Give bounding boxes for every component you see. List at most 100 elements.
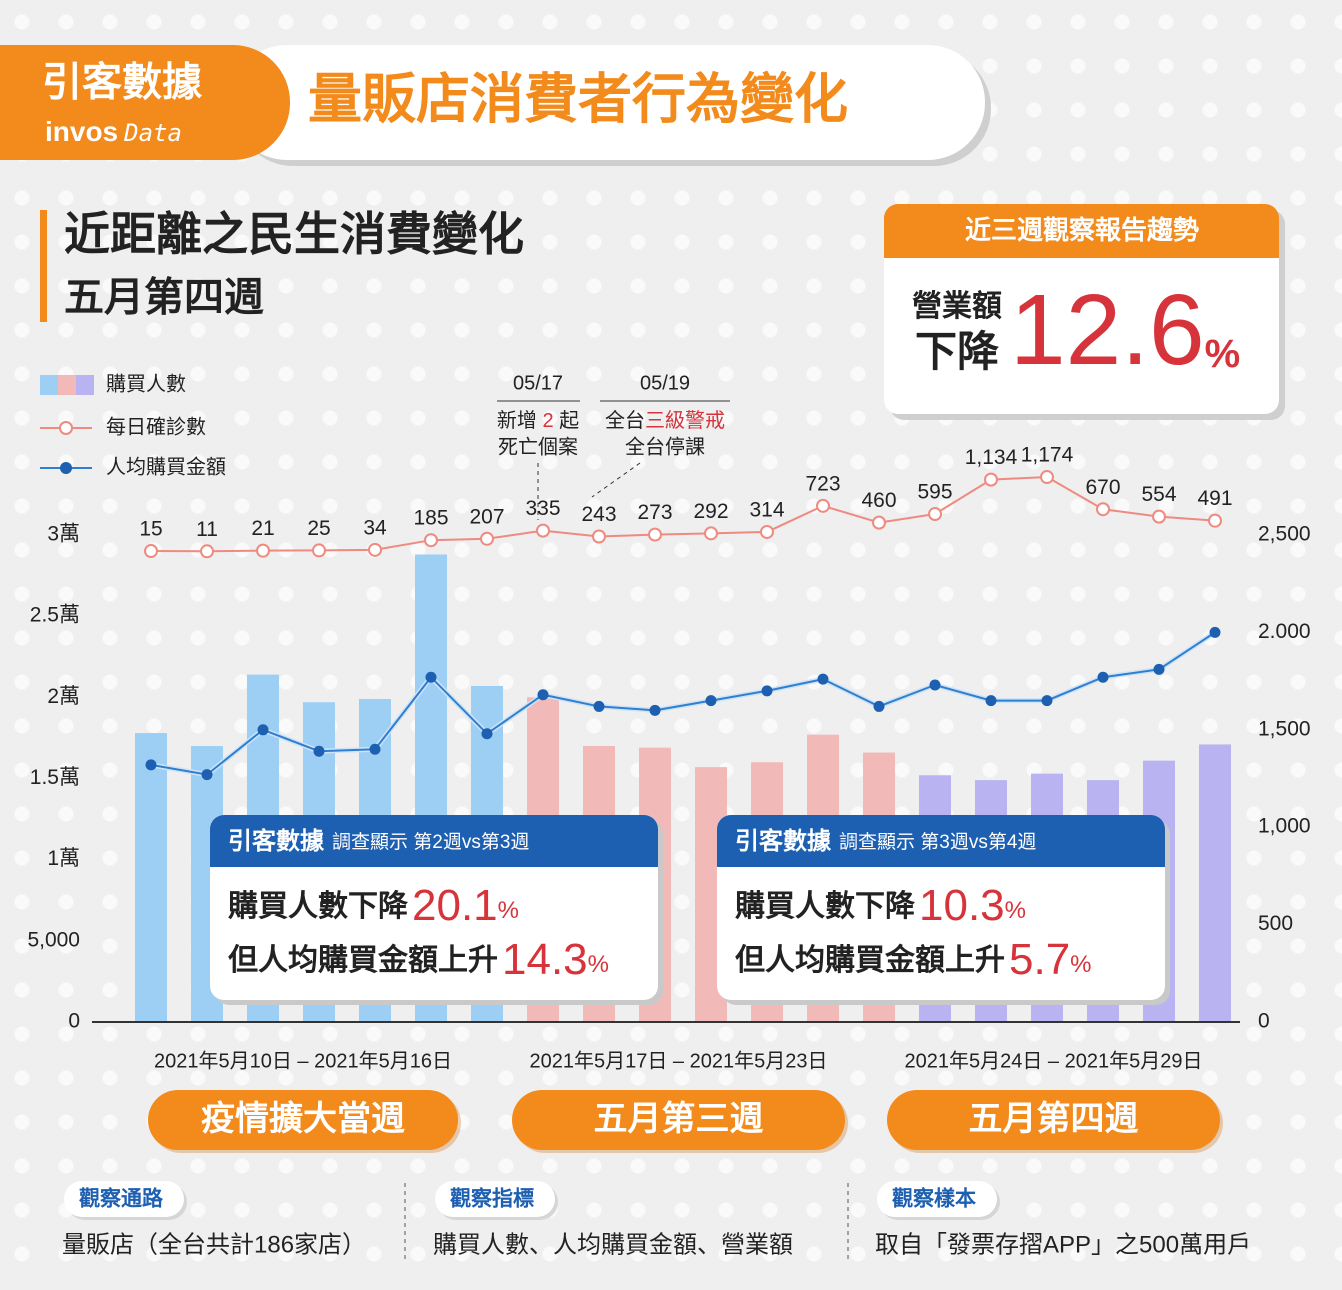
y-tick-label: 1萬: [47, 847, 80, 870]
annotation-part: 起: [554, 409, 580, 432]
y-tick-label: 5,000: [27, 928, 80, 951]
data-label: 15: [139, 518, 162, 541]
point: [200, 544, 214, 559]
callout-line: 但人均購買金額上升5.7%: [735, 935, 1092, 984]
data-label: 314: [749, 499, 784, 522]
point: [1153, 663, 1165, 675]
point: [985, 695, 997, 707]
y-tick-label: 3萬: [47, 523, 80, 546]
report-figure: 12.6%: [1010, 274, 1240, 386]
legend-swatch: [58, 375, 76, 395]
legend-label: 每日確診數: [106, 415, 206, 438]
point: [256, 543, 270, 558]
point: [1209, 626, 1221, 638]
annotation-part: 全台: [605, 409, 645, 432]
callout-head: 引客數據 調查顯示 第3週vs第4週: [735, 827, 1036, 855]
data-label: 273: [637, 501, 672, 524]
callout-text: 購買人數下降: [228, 890, 409, 923]
brand: 引客數據: [42, 61, 203, 105]
callout-unit: %: [1070, 951, 1091, 978]
callout-line: 但人均購買金額上升14.3%: [228, 935, 609, 984]
point: [369, 743, 381, 755]
data-label: 21: [251, 517, 274, 540]
legend: 購買人數 每日確診數 人均購買金額: [40, 372, 226, 478]
callout-text: 購買人數下降: [735, 890, 916, 923]
y-tick-label: 2.5萬: [30, 604, 80, 627]
annotation-part: 2: [542, 410, 553, 432]
data-label: 292: [693, 500, 728, 523]
data-label: 34: [363, 516, 387, 539]
period-name: 疫情擴大當週: [201, 1099, 405, 1138]
footer-tag: [877, 1181, 997, 1217]
point: [760, 524, 774, 539]
callout-head: 引客數據 調查顯示 第2週vs第3週: [228, 827, 529, 855]
data-label: 25: [307, 517, 330, 540]
point: [649, 704, 661, 716]
legend-marker: [59, 421, 73, 435]
y2-tick-label: 2.000: [1258, 620, 1311, 643]
point: [593, 700, 605, 712]
point: [536, 523, 550, 538]
line: [150, 631, 1216, 776]
callout-line: 購買人數下降20.1%: [228, 881, 519, 930]
point: [1097, 671, 1109, 683]
data-label: 11: [196, 518, 218, 541]
annotation-text: 新增 2 起: [497, 409, 579, 432]
period-name: 五月第三週: [594, 1100, 764, 1138]
footer-tag: [64, 1181, 184, 1217]
data-label: 595: [917, 481, 952, 504]
y-tick-label: 0: [68, 1010, 80, 1033]
y2-tick-label: 0: [1258, 1010, 1270, 1033]
point: [648, 527, 662, 542]
point: [704, 526, 718, 541]
subtitle-week: 五月第四週: [64, 276, 264, 320]
legend-label: 人均購買金額: [106, 455, 226, 478]
point: [424, 533, 438, 548]
point: [872, 515, 886, 530]
report-direction: 下降: [915, 328, 999, 375]
title-pill: [230, 45, 985, 160]
page-title: 量販店消費者行為變化: [308, 69, 848, 129]
point: [592, 529, 606, 544]
footer-tag-label: 觀察指標: [450, 1187, 534, 1211]
point: [480, 531, 494, 546]
footer-tag-label: 觀察樣本: [892, 1187, 976, 1211]
data-label: 460: [861, 489, 896, 512]
callout-text: 但人均購買金額上升: [735, 943, 1005, 977]
callout-unit: %: [498, 897, 519, 924]
point: [929, 679, 941, 691]
annotation-date: 05/19: [640, 372, 690, 394]
point: [312, 543, 326, 558]
data-label: 185: [413, 507, 448, 530]
bar: [1199, 744, 1231, 1022]
period-range: 2021年5月17日 – 2021年5月23日: [530, 1049, 828, 1072]
annotation-pointer: [591, 462, 641, 498]
period-range: 2021年5月10日 – 2021年5月16日: [154, 1049, 452, 1072]
report-value: 12.6: [1010, 274, 1205, 386]
y-tick-label: 1.5萬: [30, 766, 80, 789]
callout-brand: 引客數據: [228, 827, 325, 855]
y2-tick-label: 1,500: [1258, 717, 1311, 740]
brand-en-2: Data: [123, 119, 182, 147]
footer-tag-label: 觀察通路: [79, 1187, 164, 1211]
callout-value: 10.3: [919, 881, 1005, 930]
point: [817, 673, 829, 685]
callout-note: 調查顯示 第3週vs第4週: [839, 831, 1036, 853]
legend-swatch: [40, 375, 58, 395]
annotation-date: 05/17: [513, 372, 563, 394]
callout-header: [717, 815, 1165, 867]
data-label: 243: [581, 503, 616, 526]
report-metric: 營業額: [912, 290, 1002, 323]
callout-value: 5.7: [1009, 935, 1070, 984]
period-pill: [887, 1090, 1220, 1150]
callout-unit: %: [588, 951, 609, 978]
point: [144, 544, 158, 559]
callout-text: 但人均購買金額上升: [228, 943, 498, 977]
point: [201, 769, 213, 781]
annotation-part: 新增: [497, 409, 543, 432]
period-name: 五月第四週: [969, 1100, 1139, 1138]
point: [1040, 470, 1054, 485]
report-title: 近三週觀察報告趨勢: [965, 215, 1199, 245]
